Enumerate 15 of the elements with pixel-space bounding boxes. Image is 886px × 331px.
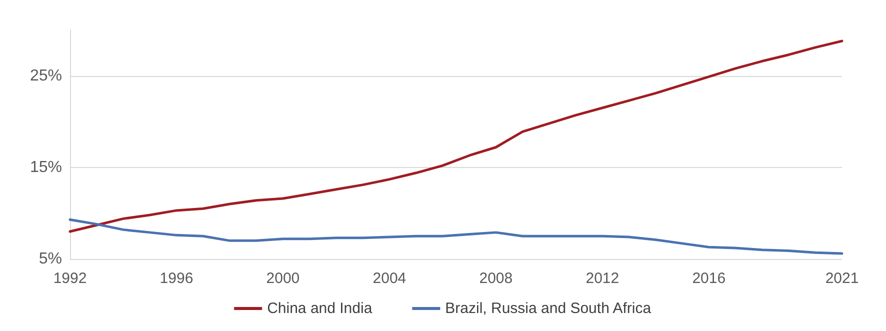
x-tick-label: 2000: [266, 270, 300, 287]
line-series: [68, 40, 844, 233]
x-tick-label: 2012: [586, 270, 620, 287]
y-tick-label: 5%: [38, 250, 62, 268]
x-tick-label: 2008: [479, 270, 513, 287]
legend-label: China and India: [267, 300, 373, 317]
line-series: [68, 218, 844, 255]
x-tick-label: 2016: [692, 270, 726, 287]
x-tick-label: 1992: [53, 270, 87, 287]
y-tick-label: 25%: [30, 67, 62, 84]
y-tick-label: 15%: [30, 158, 62, 176]
legend-label: Brazil, Russia and South Africa: [445, 300, 652, 317]
x-tick-label: 2004: [372, 270, 406, 287]
x-tick-label: 2021: [825, 270, 859, 287]
x-tick-label: 1996: [160, 270, 194, 287]
